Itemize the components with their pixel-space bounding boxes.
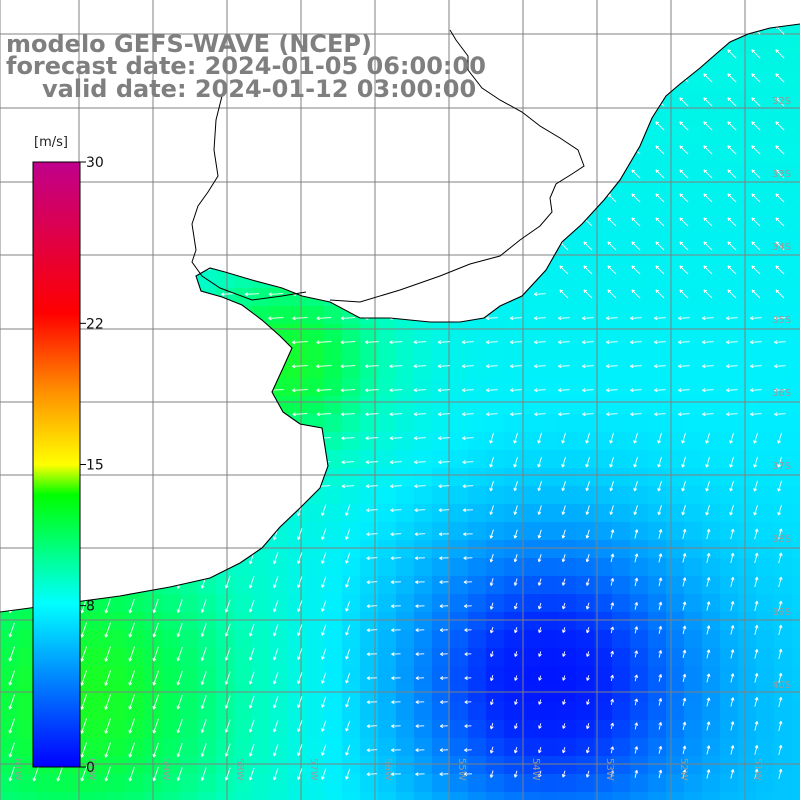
colorbar	[32, 161, 81, 768]
colorbar-tick-label: 15	[86, 458, 104, 474]
longitude-label: 58W	[234, 758, 245, 781]
latitude-label: 37S	[772, 461, 791, 472]
colorbar-tick-label: 22	[86, 316, 104, 332]
colorbar-tick-label: 0	[86, 760, 95, 776]
colorbar-tick-label: 30	[86, 155, 104, 171]
colorbar-unit: [m/s]	[34, 135, 68, 150]
colorbar-tick-label: 8	[86, 599, 95, 615]
latitude-label: 40S	[772, 680, 791, 691]
latitude-label: 36S	[772, 388, 791, 399]
latitude-label: 35S	[772, 315, 791, 326]
forecast-date: forecast date: 2024-01-05 06:00:00	[6, 52, 486, 80]
latitude-labels: 32S 33S 34S 35S 36S 37S 38S 39S 40S	[772, 96, 791, 691]
longitude-label: 51W	[752, 758, 763, 781]
model-title: modelo GEFS-WAVE (NCEP)	[6, 30, 372, 58]
longitude-labels: 61W 60W 59W 58W 57W 56W 55W 54W 53W 52W 51W	[12, 758, 763, 781]
longitude-label: 60W	[86, 758, 97, 781]
latitude-label: 33S	[772, 169, 791, 180]
river-outline	[191, 95, 307, 301]
latitude-label: 34S	[772, 242, 791, 253]
longitude-label: 54W	[530, 758, 541, 781]
coastline	[0, 23, 800, 613]
longitude-label: 61W	[12, 758, 23, 781]
colorbar-ticks: 30 22 15 8 0	[80, 155, 104, 776]
longitude-label: 52W	[678, 758, 689, 781]
longitude-label: 56W	[382, 758, 393, 781]
latitude-label: 39S	[772, 607, 791, 618]
latitude-label: 32S	[772, 96, 791, 107]
longitude-label: 57W	[308, 758, 319, 781]
valid-date: valid date: 2024-01-12 03:00:00	[42, 75, 477, 103]
lagoon-outline	[329, 29, 585, 303]
longitude-label: 55W	[456, 758, 467, 781]
latitude-label: 38S	[772, 534, 791, 545]
longitude-label: 59W	[160, 758, 171, 781]
longitude-label: 53W	[604, 758, 615, 781]
